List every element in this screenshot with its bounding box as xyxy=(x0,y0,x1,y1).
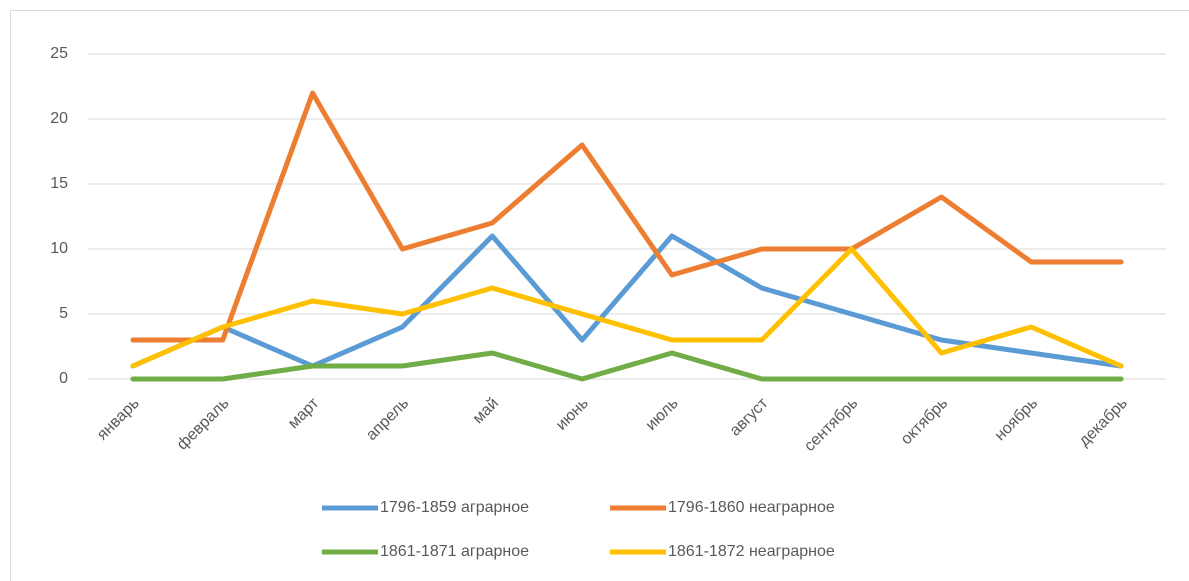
y-tick-label: 0 xyxy=(59,370,68,387)
y-tick-label: 15 xyxy=(50,175,68,192)
y-tick-label: 25 xyxy=(50,45,68,62)
legend-label: 1861-1871 аграрное xyxy=(380,543,529,560)
line xyxy=(130,90,1124,343)
chart-border xyxy=(10,10,1189,581)
y-tick-label: 20 xyxy=(50,110,68,127)
y-tick-label: 5 xyxy=(59,305,68,322)
line xyxy=(130,233,1124,369)
line xyxy=(130,350,1124,382)
line xyxy=(130,246,1124,369)
legend-label: 1796-1859 аграрное xyxy=(380,499,529,516)
y-tick-label: 10 xyxy=(50,240,68,257)
legend-label: 1861-1872 неаграрное xyxy=(668,543,835,560)
legend-label: 1796-1860 неаграрное xyxy=(668,499,835,516)
